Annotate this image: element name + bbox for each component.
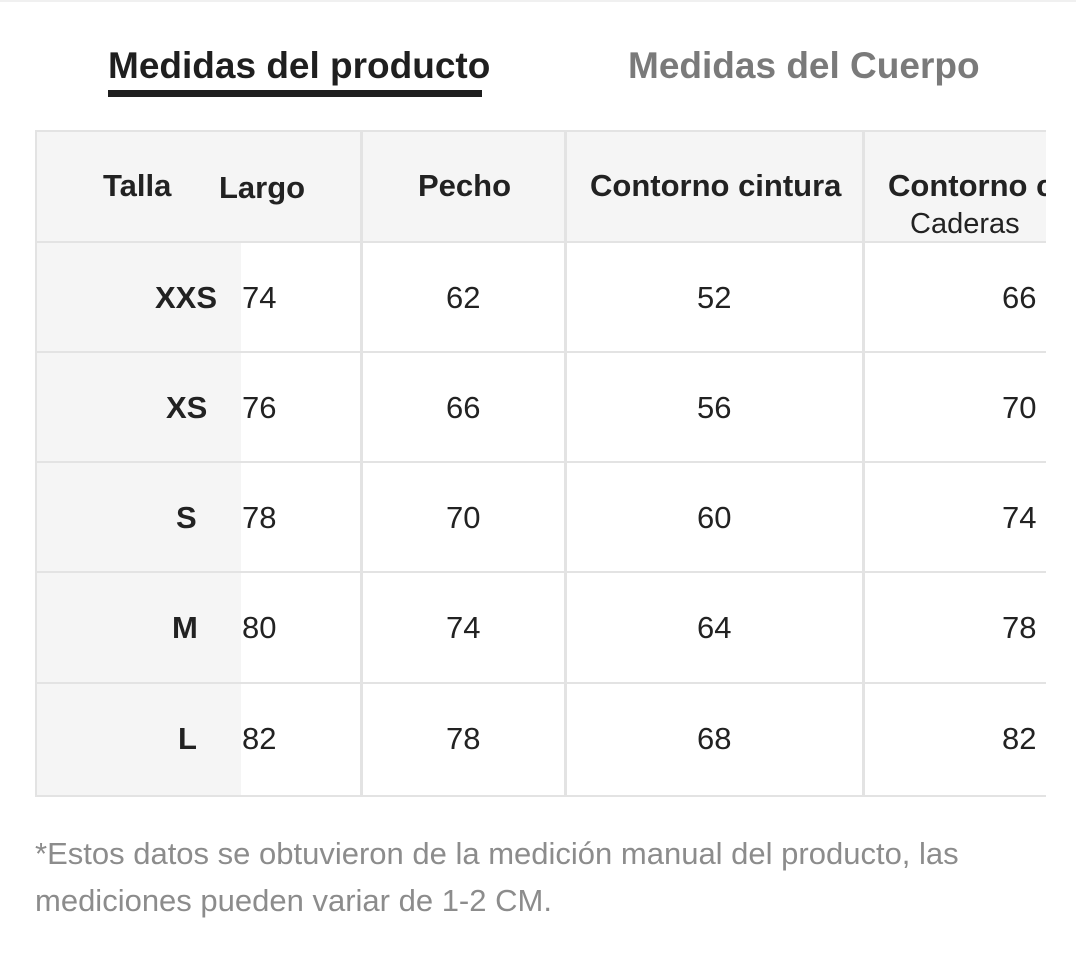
value-cintura: 52	[697, 280, 732, 315]
header-contorno-caderas: Contorno c	[888, 168, 1046, 203]
value-pecho: 66	[446, 390, 481, 425]
size-label: M	[172, 610, 198, 645]
size-label: L	[178, 721, 197, 756]
header-talla: Talla	[103, 168, 172, 203]
row-divider	[37, 571, 1046, 573]
size-column-background	[37, 132, 241, 795]
value-cintura: 56	[697, 390, 732, 425]
value-caderas: 74	[1002, 500, 1037, 535]
size-label: S	[176, 500, 197, 535]
value-cintura: 60	[697, 500, 732, 535]
value-caderas: 78	[1002, 610, 1037, 645]
value-pecho: 78	[446, 721, 481, 756]
column-divider	[862, 132, 865, 795]
header-pecho: Pecho	[418, 168, 512, 203]
value-largo: 82	[242, 721, 277, 756]
active-tab-underline	[108, 90, 482, 97]
value-pecho: 74	[446, 610, 481, 645]
value-caderas: 66	[1002, 280, 1037, 315]
value-cintura: 64	[697, 610, 732, 645]
tab-body-measurements[interactable]: Medidas del Cuerpo	[628, 45, 980, 86]
value-caderas: 82	[1002, 721, 1037, 756]
header-caderas-subtitle: Caderas	[910, 208, 1020, 240]
column-divider	[360, 132, 363, 795]
value-largo: 74	[242, 280, 277, 315]
value-pecho: 62	[446, 280, 481, 315]
size-table: Talla Largo Pecho Contorno cintura Conto…	[35, 130, 1046, 797]
header-largo: Largo	[219, 170, 306, 205]
value-cintura: 68	[697, 721, 732, 756]
value-largo: 76	[242, 390, 277, 425]
row-divider	[37, 461, 1046, 463]
value-caderas: 70	[1002, 390, 1037, 425]
row-divider	[37, 351, 1046, 353]
value-largo: 80	[242, 610, 277, 645]
size-label: XS	[166, 390, 208, 425]
tab-product-measurements[interactable]: Medidas del producto	[108, 45, 491, 86]
value-pecho: 70	[446, 500, 481, 535]
value-largo: 78	[242, 500, 277, 535]
row-divider	[37, 241, 1046, 243]
header-contorno-cintura: Contorno cintura	[590, 168, 842, 203]
size-label: XXS	[155, 280, 218, 315]
row-divider	[37, 682, 1046, 684]
top-divider	[0, 0, 1076, 2]
column-divider	[564, 132, 567, 795]
measurement-footnote: *Estos datos se obtuvieron de la medició…	[35, 836, 959, 918]
